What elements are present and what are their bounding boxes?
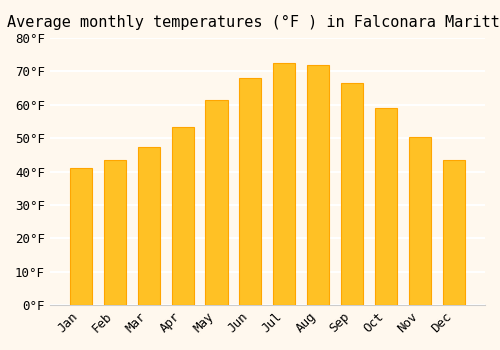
Bar — [70, 168, 92, 305]
Bar — [240, 78, 262, 305]
Bar — [443, 160, 465, 305]
Bar — [206, 100, 228, 305]
Bar — [375, 108, 398, 305]
Bar — [104, 160, 126, 305]
Title: Average monthly temperatures (°F ) in Falconara Marittima: Average monthly temperatures (°F ) in Fa… — [8, 15, 500, 30]
Bar — [342, 83, 363, 305]
Bar — [138, 147, 160, 305]
Bar — [172, 127, 194, 305]
Bar — [308, 65, 330, 305]
Bar — [274, 63, 295, 305]
Bar — [409, 136, 432, 305]
